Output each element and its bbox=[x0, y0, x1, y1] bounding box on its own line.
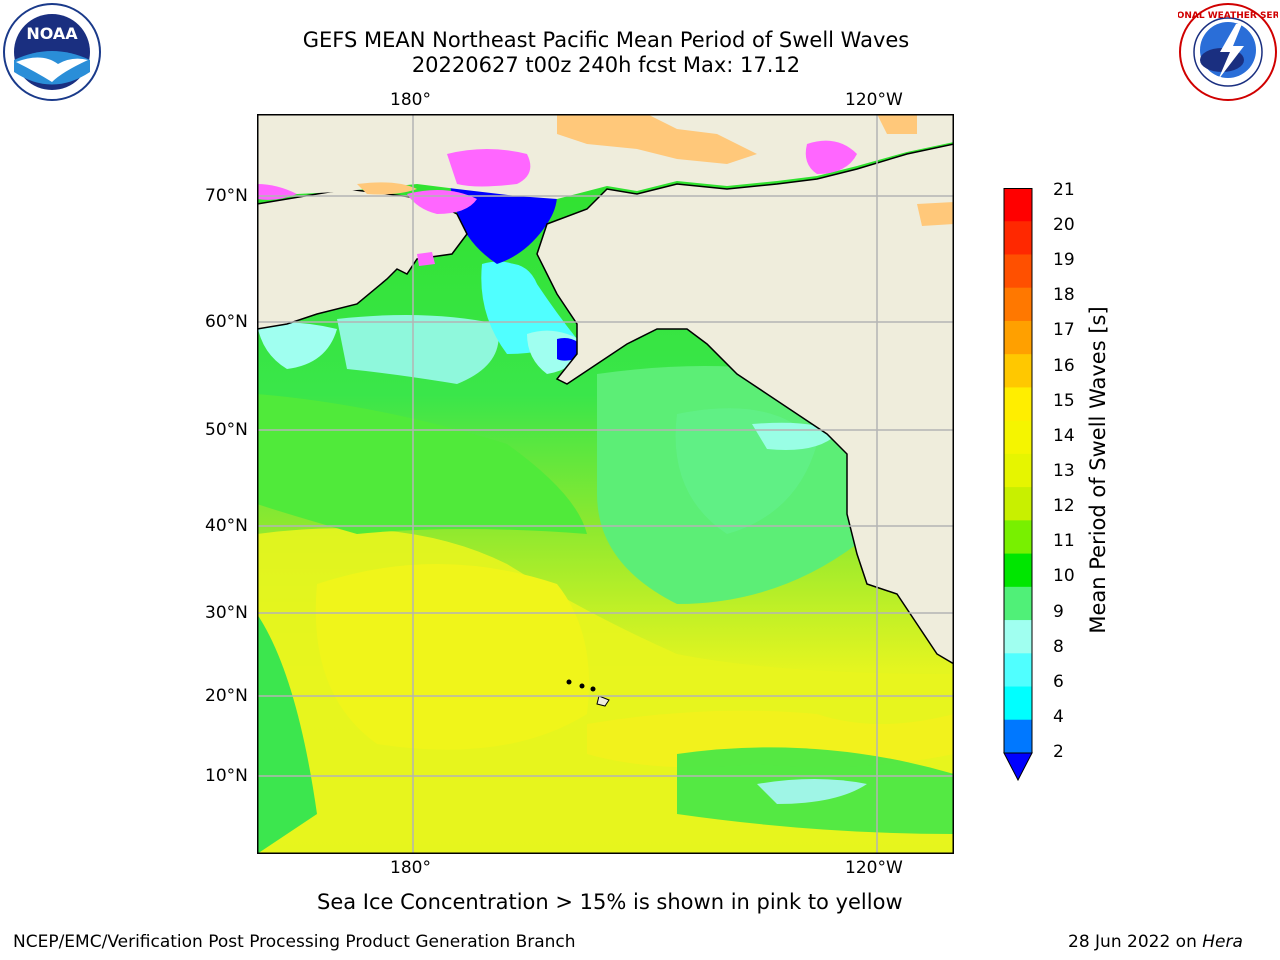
colorbar-tick-label: 14 bbox=[1053, 426, 1075, 446]
colorbar-swatch bbox=[1004, 586, 1032, 621]
plot-title: GEFS MEAN Northeast Pacific Mean Period … bbox=[0, 28, 1212, 78]
lat-label-60n: 60°N bbox=[205, 312, 248, 332]
colorbar-tick-label: 16 bbox=[1053, 356, 1075, 376]
colorbar-tick-label: 4 bbox=[1053, 707, 1064, 727]
sea-ice-note: Sea Ice Concentration > 15% is shown in … bbox=[317, 890, 903, 914]
colorbar-swatch bbox=[1004, 354, 1032, 388]
colorbar-swatch bbox=[1004, 620, 1032, 654]
colorbar-tick-label: 10 bbox=[1053, 566, 1075, 586]
colorbar-swatch bbox=[1004, 453, 1032, 488]
colorbar-swatch bbox=[1004, 221, 1032, 255]
colorbar-swatch bbox=[1004, 653, 1032, 688]
footer-credit: NCEP/EMC/Verification Post Processing Pr… bbox=[13, 932, 576, 952]
colorbar-swatch bbox=[1004, 320, 1032, 355]
lat-label-40n: 40°N bbox=[205, 516, 248, 536]
swell-period-map bbox=[256, 114, 955, 854]
colorbar-swatch bbox=[1004, 420, 1032, 455]
colorbar-swatch bbox=[1004, 387, 1032, 422]
colorbar bbox=[1000, 188, 1040, 788]
lat-label-70n: 70°N bbox=[205, 186, 248, 206]
lon-label-bottom-180: 180° bbox=[390, 858, 431, 878]
colorbar-swatch bbox=[1004, 719, 1032, 753]
map-panel bbox=[256, 114, 955, 854]
colorbar-tick-label: 9 bbox=[1053, 602, 1064, 622]
title-line-1: GEFS MEAN Northeast Pacific Mean Period … bbox=[302, 28, 910, 52]
lon-label-top-180: 180° bbox=[390, 90, 431, 110]
colorbar-tick-label: 8 bbox=[1053, 637, 1064, 657]
colorbar-label: Mean Period of Swell Waves [s] bbox=[1086, 306, 1110, 634]
noaa-logo-text: NOAA bbox=[26, 24, 78, 43]
colorbar-frame bbox=[1003, 188, 1033, 754]
colorbar-swatch bbox=[1004, 287, 1032, 322]
colorbar-tick-label: 6 bbox=[1053, 672, 1064, 692]
colorbar-tick-label: 17 bbox=[1053, 320, 1075, 340]
hawaiian-islands bbox=[566, 679, 610, 707]
lat-label-30n: 30°N bbox=[205, 603, 248, 623]
nws-logo: NATIONAL WEATHER SERVICE bbox=[1153, 2, 1280, 102]
colorbar-tick-label: 2 bbox=[1053, 742, 1064, 762]
colorbar-swatch bbox=[1004, 188, 1032, 222]
colorbar-tick-label: 19 bbox=[1053, 250, 1075, 270]
colorbar-tick-label: 21 bbox=[1053, 180, 1075, 200]
footer-date-text: 28 Jun 2022 on bbox=[1068, 932, 1203, 952]
footer-host: Hera bbox=[1202, 932, 1243, 952]
colorbar-swatch bbox=[1004, 254, 1032, 289]
colorbar-extension bbox=[1003, 752, 1033, 782]
lat-label-20n: 20°N bbox=[205, 686, 248, 706]
lat-label-10n: 10°N bbox=[205, 766, 248, 786]
map-frame bbox=[257, 114, 954, 854]
colorbar-tick-label: 18 bbox=[1053, 285, 1075, 305]
lon-label-bottom-120w: 120°W bbox=[845, 858, 903, 878]
noaa-logo: NOAA bbox=[2, 2, 102, 102]
colorbar-tick-label: 13 bbox=[1053, 461, 1075, 481]
colorbar-tick-label: 20 bbox=[1053, 215, 1075, 235]
sea-ice-fringe bbox=[257, 114, 954, 266]
colorbar-tick-label: 11 bbox=[1053, 531, 1075, 551]
graticule bbox=[257, 114, 954, 854]
swell-field-patches bbox=[257, 261, 954, 854]
footer-date: 28 Jun 2022 on Hera bbox=[1068, 932, 1243, 952]
colorbar-swatch bbox=[1004, 553, 1032, 588]
title-line-2: 20220627 t00z 240h fcst Max: 17.12 bbox=[411, 53, 801, 77]
lat-label-50n: 50°N bbox=[205, 420, 248, 440]
colorbar-tick-label: 12 bbox=[1053, 496, 1075, 516]
nws-logo-text: NATIONAL WEATHER SERVICE bbox=[1178, 11, 1278, 21]
colorbar-tick-label: 15 bbox=[1053, 391, 1075, 411]
colorbar-swatch bbox=[1004, 686, 1032, 721]
lon-label-top-120w: 120°W bbox=[845, 90, 903, 110]
colorbar-swatch bbox=[1004, 520, 1032, 555]
colorbar-swatches bbox=[1003, 188, 1033, 782]
colorbar-swatch bbox=[1004, 487, 1032, 521]
